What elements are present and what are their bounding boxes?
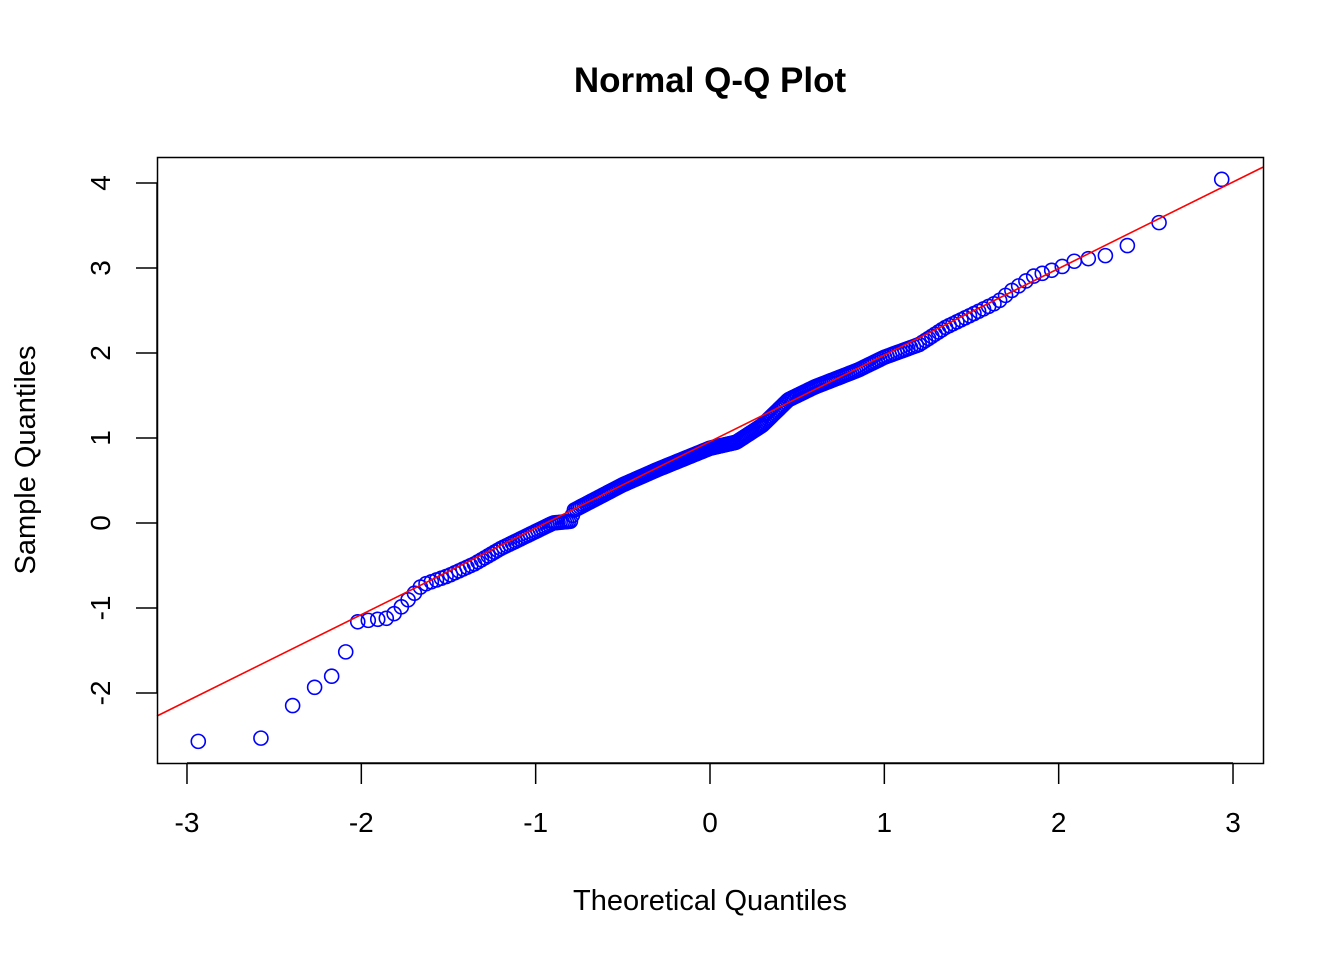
data-point (1119, 237, 1136, 254)
qq-reference-line (156, 166, 1264, 717)
y-tick-label: 0 (85, 515, 116, 531)
x-tick-label: -3 (175, 807, 200, 838)
y-tick-label: 3 (85, 260, 116, 276)
y-tick-label: -1 (85, 596, 116, 621)
data-point (1025, 268, 1042, 284)
data-point (360, 612, 377, 629)
data-point (369, 611, 386, 628)
data-point (323, 668, 340, 685)
x-axis-label: Theoretical Quantiles (573, 885, 847, 917)
data-point (337, 644, 354, 660)
y-tick-label: 2 (85, 345, 116, 361)
data-point (1213, 171, 1230, 188)
x-tick-label: 1 (877, 807, 893, 838)
data-point (1097, 247, 1114, 264)
data-point (306, 679, 323, 696)
x-tick-label: 0 (702, 807, 718, 838)
data-point (1080, 250, 1097, 267)
y-tick-label: 1 (85, 430, 116, 446)
x-tick-label: 2 (1051, 807, 1067, 838)
data-point (253, 730, 269, 746)
x-tick-label: 3 (1225, 807, 1241, 838)
y-tick-label: 4 (85, 175, 116, 191)
data-point (349, 613, 366, 630)
data-point (284, 697, 301, 714)
data-point (378, 610, 395, 627)
chart-title: Normal Q-Q Plot (574, 61, 847, 100)
data-point (1043, 262, 1060, 279)
y-axis: -2 -1 0 1 2 3 4 (85, 175, 158, 706)
data-point (190, 733, 207, 750)
x-tick-label: -2 (349, 807, 374, 838)
x-axis: -3 -2 -1 0 1 2 3 (175, 762, 1241, 838)
y-axis-label: Sample Quantiles (10, 346, 42, 575)
data-point (1151, 214, 1167, 231)
y-tick-label: -2 (85, 681, 116, 706)
x-tick-label: -1 (523, 807, 548, 838)
